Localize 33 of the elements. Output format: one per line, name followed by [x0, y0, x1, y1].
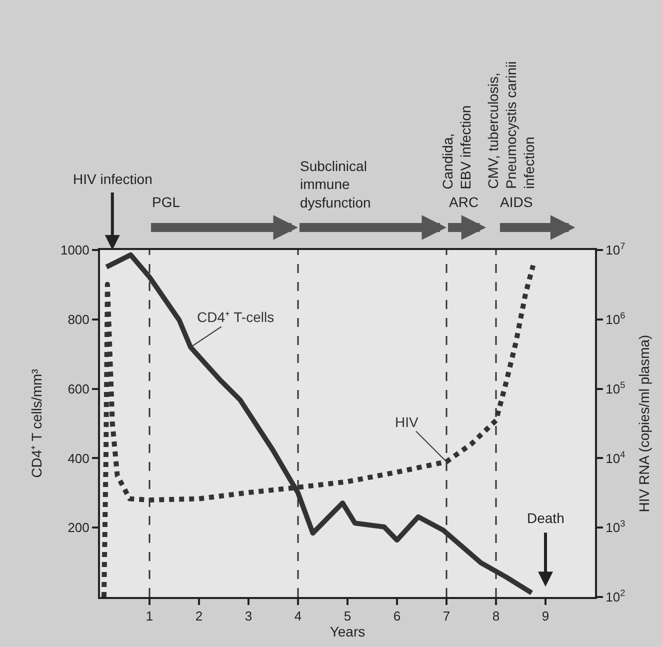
text: Candida, EBV infection — [439, 105, 474, 190]
x-tick-label: 8 — [492, 608, 500, 624]
x-axis-title: Years — [330, 624, 366, 640]
text: PGL — [152, 194, 180, 210]
x-tick-label: 5 — [344, 608, 352, 624]
text: ARC — [449, 194, 479, 210]
x-tick-label: 6 — [393, 608, 401, 624]
series-label: CD4⁺ T-cells — [197, 309, 274, 325]
y2-tick-label: 10$^{4}$ — [606, 449, 626, 466]
x-tick-label: 7 — [442, 608, 450, 624]
y2-tick-label: 10$^{6}$ — [606, 310, 626, 327]
text: AIDS — [500, 194, 533, 210]
y-tick-label: 800 — [68, 312, 90, 327]
y-axis-title: CD4⁺ T cells/mm³ — [28, 368, 45, 478]
x-tick-label: 9 — [542, 608, 550, 624]
y-tick-label: 400 — [68, 450, 90, 466]
y2-tick-label: 10$^{5}$ — [606, 380, 626, 396]
text: HIV — [395, 414, 419, 430]
x-tick-label: 3 — [244, 608, 252, 624]
x-tick-label: 2 — [195, 608, 203, 624]
y-tick-label: 600 — [68, 381, 90, 396]
annotation: Death — [527, 510, 564, 526]
y2-tick-label: 10$^{3}$ — [606, 518, 626, 536]
y-tick-label: 1000 — [60, 242, 90, 258]
y-tick-label: 200 — [68, 520, 90, 536]
text: HIV infection — [73, 171, 152, 187]
text: CMV, tuberculosis, Pneumocystis carinii infection — [484, 61, 538, 189]
y2-tick-label: 10$^{7}$ — [606, 241, 626, 258]
x-tick-label: 4 — [294, 608, 302, 624]
text: Subclinical immune dysfunction — [300, 158, 371, 210]
x-tick-label: 1 — [146, 608, 154, 624]
y2-axis-title: HIV RNA (copies/ml plasma) — [636, 334, 652, 512]
y2-tick-label: 10$^{2}$ — [606, 588, 626, 605]
